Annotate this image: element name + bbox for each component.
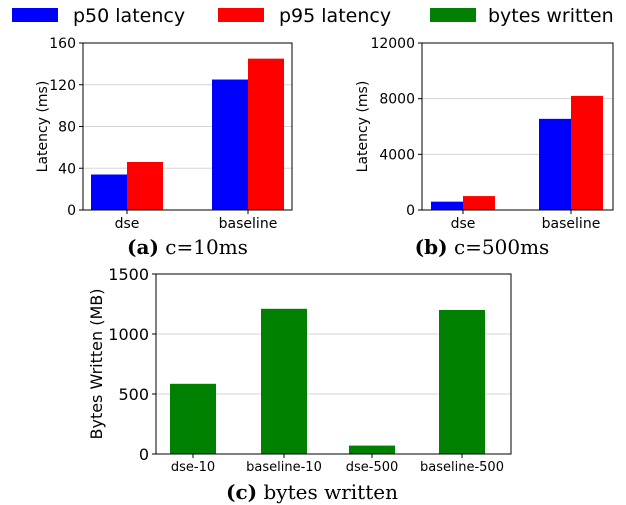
chart-panel-c: 0 500 1000 1500 dse-10 baseline-10 dse-500 bas…: [87, 265, 512, 504]
y-tick-label: 160: [49, 36, 76, 52]
x-tick-label: baseline: [542, 216, 601, 232]
panel-c-caption: (c) bytes written: [226, 480, 398, 504]
y-tick-label: 80: [58, 120, 76, 136]
panel-b-caption: (b) c=500ms: [415, 235, 550, 259]
x-tick-label: baseline-500: [420, 460, 504, 475]
bar-p50-latency-dse: [91, 174, 127, 210]
legend-label-bytes: bytes written: [488, 5, 614, 27]
chart-panel-a: 0 40 80 120 160 dse baseline Latency (ms) (a)…: [35, 36, 293, 259]
y-tick-label: 4000: [379, 147, 415, 163]
panel-b-axes-frame: [421, 42, 614, 211]
panel-a-caption: (a) c=10ms: [127, 235, 248, 259]
panel-a-y-ticks: 0 40 80 120 160: [49, 36, 83, 219]
x-tick-label: baseline-10: [246, 460, 322, 475]
bar-p95-latency-baseline: [248, 58, 284, 210]
x-tick-label: dse-500: [346, 460, 399, 475]
y-tick-label: 1500: [108, 265, 149, 284]
panel-c-y-ticks: 0 500 1000 1500: [108, 265, 156, 464]
panel-a-axes-frame: [82, 42, 293, 211]
panel-c-y-axis-label: Bytes Written (MB): [87, 289, 106, 440]
y-tick-label: 0: [139, 445, 149, 464]
x-tick-label: dse: [115, 216, 140, 232]
bar-bytes-written-baseline-10: [261, 308, 307, 454]
y-tick-label: 0: [406, 203, 415, 219]
legend-swatch-p50: [12, 8, 58, 22]
y-tick-label: 12000: [370, 36, 415, 52]
bar-p50-latency-dse: [431, 201, 463, 210]
y-tick-label: 500: [118, 385, 149, 404]
legend: p50 latency p95 latency bytes written: [12, 5, 614, 27]
x-tick-label: baseline: [219, 216, 278, 232]
legend-label-p50: p50 latency: [73, 5, 185, 27]
bar-p95-latency-dse: [463, 196, 495, 210]
panel-b-y-axis-label: Latency (ms): [355, 81, 371, 173]
panel-b-x-ticks: dse baseline: [451, 210, 601, 232]
y-tick-label: 8000: [379, 92, 415, 108]
y-tick-label: 120: [49, 78, 76, 94]
panel-c-axes-frame: [155, 273, 512, 455]
bar-p95-latency-baseline: [571, 95, 603, 210]
panel-a-bars: [91, 58, 284, 210]
bar-p50-latency-baseline: [539, 118, 571, 210]
panel-c-bars: [170, 308, 485, 454]
y-tick-label: 40: [58, 161, 76, 177]
x-tick-label: dse-10: [171, 460, 215, 475]
x-tick-label: dse: [451, 216, 476, 232]
panel-c-x-ticks: dse-10 baseline-10 dse-500 baseline-500: [171, 454, 504, 475]
panel-a-y-axis-label: Latency (ms): [35, 81, 51, 173]
legend-swatch-p95: [218, 8, 264, 22]
bar-bytes-written-dse-10: [170, 383, 216, 454]
y-tick-label: 1000: [108, 325, 149, 344]
panel-b-bars: [431, 95, 603, 210]
legend-swatch-bytes: [430, 8, 476, 22]
bar-bytes-written-baseline-500: [439, 310, 485, 454]
bar-bytes-written-dse-500: [349, 445, 395, 454]
bar-p95-latency-dse: [127, 161, 163, 210]
y-tick-label: 0: [67, 203, 76, 219]
legend-label-p95: p95 latency: [279, 5, 391, 27]
panel-a-x-ticks: dse baseline: [115, 210, 278, 232]
panel-b-y-ticks: 0 4000 8000 12000: [370, 36, 422, 219]
bar-p50-latency-baseline: [212, 79, 248, 210]
